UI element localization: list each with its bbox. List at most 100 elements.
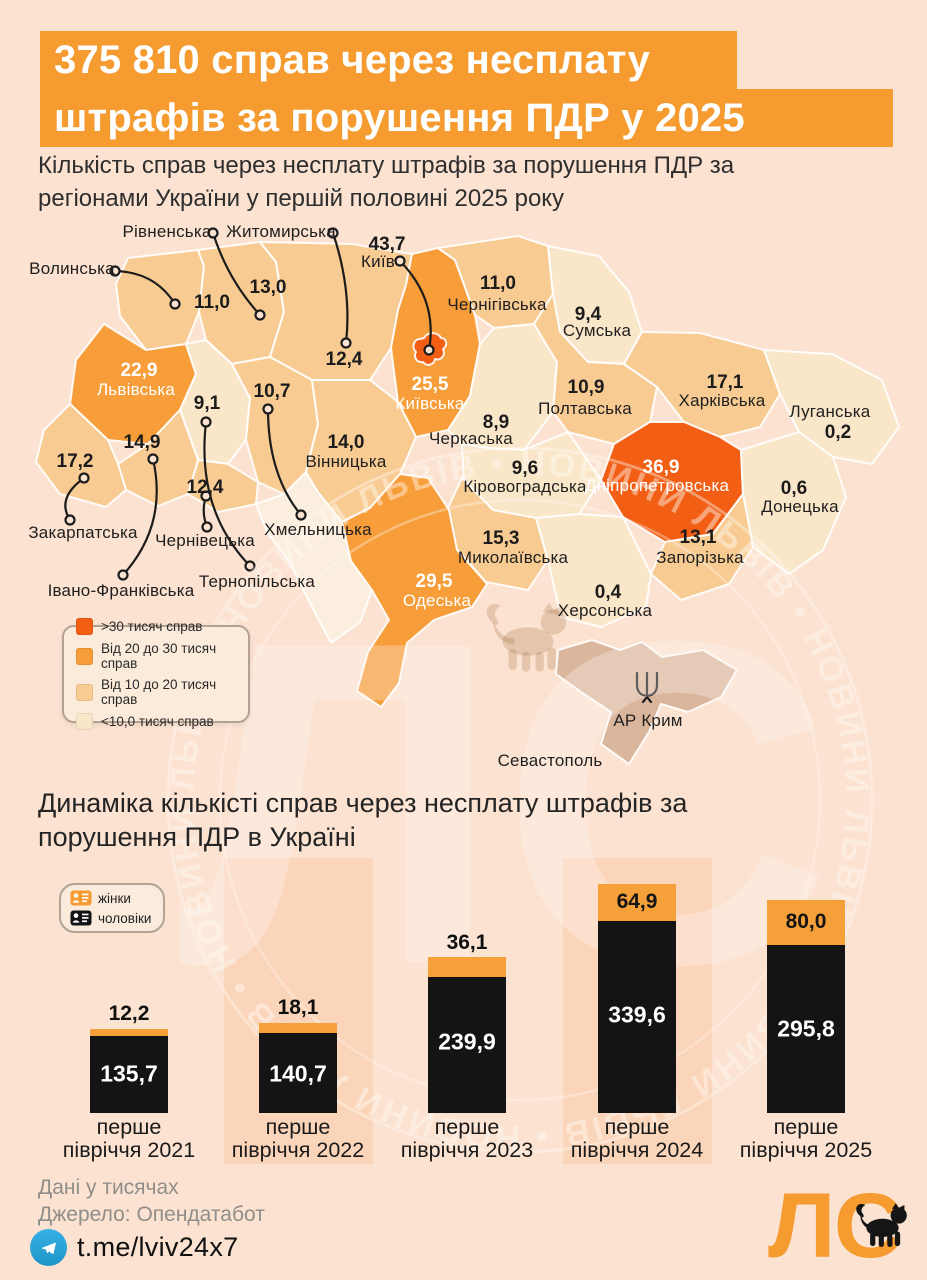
- region-name-kharkiv: Харківська: [678, 391, 766, 410]
- region-name-ternopil: Тернопільська: [198, 572, 316, 591]
- bar-2023-men-segment: [428, 977, 506, 1113]
- map-legend-row: <10,0 тисяч справ: [76, 713, 248, 730]
- x-label-line: перше: [265, 1115, 331, 1139]
- region-value-chernihiv: 11,0: [480, 273, 516, 294]
- region-value-zaporizhzhia: 13,1: [679, 527, 717, 548]
- source-note: Джерело: Опендатабот: [38, 1203, 265, 1226]
- chart-legend: жінки чоловіки: [59, 883, 165, 933]
- region-value-cherkasy: 8,9: [482, 412, 510, 433]
- region-value-zhytomyr: 12,4: [325, 349, 363, 370]
- bar-2021-men-value: 135,7: [100, 1060, 158, 1087]
- map-subtitle-line-1: Кількість справ через несплату штрафів з…: [38, 152, 735, 179]
- region-name-zaporizhzhia: Запорізька: [656, 548, 744, 567]
- region-shape-poltava: [533, 293, 658, 445]
- region-value-vinnytsia: 14,0: [327, 432, 365, 453]
- x-label-line: півріччя 2023: [400, 1138, 534, 1162]
- women-idcard-icon: [70, 890, 92, 906]
- region-shape-kyiv-city: [412, 332, 448, 366]
- bar-2023-women-value: 36,1: [446, 931, 488, 954]
- x-label-line: перше: [96, 1115, 162, 1139]
- title-text-1: 375 810 справ через несплату: [54, 37, 651, 82]
- x-label-line: півріччя 2022: [231, 1138, 365, 1162]
- chart-title-line-1: Динаміка кількісті справ через несплату …: [38, 788, 688, 818]
- chart-legend-row-women: жінки: [70, 890, 163, 906]
- region-value-volyn: 11,0: [194, 292, 230, 313]
- region-shape-zhytomyr: [259, 241, 413, 381]
- region-value-ternopil: 9,1: [193, 393, 221, 414]
- x-label-2023: перше півріччя 2023: [372, 1116, 562, 1162]
- region-shape-zakarpattia: [35, 403, 127, 508]
- region-shape-sumy: [547, 245, 643, 365]
- region-shape-odesa: [341, 473, 488, 708]
- telegram-handle[interactable]: t.me/lviv24x7: [77, 1232, 239, 1262]
- region-name-crimea: АР Крим: [613, 711, 683, 730]
- bar-2022-men-value: 140,7: [269, 1060, 327, 1087]
- region-name-odesa: Одеська: [402, 591, 472, 610]
- chart-legend-row-men: чоловіки: [70, 910, 163, 926]
- region-name-chernihiv: Чернігівська: [447, 295, 547, 314]
- title-line-1: 375 810 справ через несплату: [40, 31, 737, 89]
- x-label-2022: перше півріччя 2022: [203, 1116, 393, 1162]
- region-value-dnipro: 36,9: [642, 457, 680, 478]
- region-name-dnipro: Дніпропетровська: [584, 476, 730, 495]
- x-label-line: півріччя 2024: [570, 1138, 704, 1162]
- region-shape-chernihiv: [437, 235, 554, 329]
- region-shape-kirovohrad: [461, 431, 602, 523]
- legend-label: Від 10 до 20 тисяч справ: [101, 677, 217, 707]
- region-name-sevastopol: Севастополь: [497, 751, 603, 770]
- telegram-link[interactable]: t.me/lviv24x7: [30, 1229, 238, 1266]
- region-name-chernivtsi: Чернівецька: [155, 531, 255, 550]
- x-label-line: перше: [604, 1115, 670, 1139]
- region-shape-zaporizhzhia: [650, 493, 754, 601]
- map-subtitle-line-2: регіонами України у першій половині 2025…: [38, 185, 565, 212]
- legend-swatch-10-20: [76, 683, 93, 701]
- bar-2024-women-segment: [598, 884, 676, 921]
- x-label-2025: перше півріччя 2025: [711, 1116, 901, 1162]
- region-shape-khmelnytska: [231, 356, 319, 495]
- region-value-sumy: 9,4: [574, 304, 602, 325]
- bar-2025-men-value: 295,8: [777, 1015, 835, 1042]
- region-name-sumy: Сумська: [562, 321, 632, 340]
- region-name-luhansk: Луганська: [789, 402, 871, 421]
- logo-lion-icon: [856, 1203, 907, 1247]
- map-legend-row: >30 тисяч справ: [76, 618, 248, 635]
- legend-label: >30 тисяч справ: [101, 619, 203, 634]
- region-shape-ternopil: [179, 339, 251, 465]
- x-label-line: перше: [434, 1115, 500, 1139]
- region-name-rivne: Рівненська: [122, 222, 212, 241]
- region-shape-crimea: [555, 639, 738, 765]
- bar-2022-women-segment: [259, 1023, 337, 1033]
- watermark-lion-icon: [486, 602, 567, 672]
- x-label-line: перше: [773, 1115, 839, 1139]
- region-value-rivne: 13,0: [249, 277, 287, 298]
- chart-legend-label-men: чоловіки: [98, 910, 152, 926]
- callout-endpoints: [64, 227, 435, 581]
- region-value-zakarpattia: 17,2: [56, 451, 94, 472]
- bar-2025-men-segment: [767, 945, 845, 1113]
- bar-2021-men-segment: [90, 1036, 168, 1113]
- region-shape-dnipro: [600, 421, 744, 543]
- region-value-poltava: 10,9: [567, 377, 605, 398]
- men-idcard-icon: [70, 910, 92, 926]
- region-name-zhytomyr: Житомирська: [226, 222, 336, 241]
- legend-swatch-20-30: [76, 647, 93, 665]
- region-value-odesa: 29,5: [415, 571, 453, 592]
- region-shape-luhansk: [763, 349, 900, 465]
- region-name-kyiv-city: Київ: [361, 252, 395, 271]
- region-name-kirovohrad: Кіровоградська: [463, 477, 587, 496]
- map-legend: >30 тисяч справ Від 20 до 30 тисяч справ…: [62, 618, 250, 730]
- highlight-column-2022: [224, 858, 373, 1164]
- region-name-cherkasy: Черкаська: [429, 429, 513, 448]
- region-value-luhansk: 0,2: [824, 422, 852, 443]
- title-text-2: штрафів за порушення ПДР у 2025: [54, 95, 745, 140]
- legend-swatch-lt10: [76, 713, 93, 730]
- region-shape-kharkiv: [623, 331, 781, 438]
- region-name-kherson: Херсонська: [557, 601, 653, 620]
- telegram-icon[interactable]: [30, 1229, 67, 1266]
- region-name-mykolaiv: Миколаївська: [457, 548, 569, 567]
- region-value-kherson: 0,4: [594, 582, 622, 603]
- region-shape-lviv: [69, 323, 197, 445]
- chart-legend-label-women: жінки: [98, 890, 131, 906]
- region-shape-vinnytsia: [305, 379, 417, 523]
- region-shape-rivne: [197, 241, 285, 365]
